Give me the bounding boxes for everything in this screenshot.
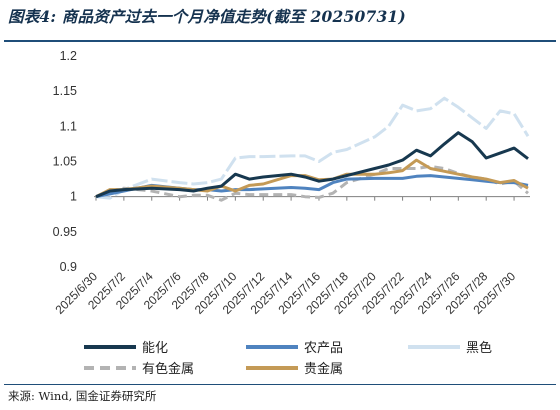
series-lines xyxy=(95,96,530,202)
legend-label: 贵金属 xyxy=(304,361,343,377)
legend-label: 农产品 xyxy=(304,341,343,356)
legend-label: 能化 xyxy=(142,341,168,356)
series-line-0 xyxy=(95,131,529,199)
y-tick-label: 1.05 xyxy=(53,155,77,169)
legend-label: 有色金属 xyxy=(142,361,194,377)
title-rule xyxy=(4,40,556,42)
source-note: 来源: Wind, 国金证券研究所 xyxy=(8,389,157,403)
footer-rule xyxy=(4,384,556,385)
y-tick-label: 0.9 xyxy=(60,260,77,274)
y-tick-label: 1.1 xyxy=(60,119,77,133)
y-tick-label: 1 xyxy=(70,190,77,204)
y-tick-label: 1.15 xyxy=(53,84,77,98)
series-line-3 xyxy=(95,164,529,202)
chart-title: 图表4: 商品资产过去一个月净值走势(截至 20250731) xyxy=(8,7,406,26)
y-tick-label: 1.2 xyxy=(60,49,77,63)
y-axis: 0.9 0.95 1 1.05 1.1 1.15 1.2 xyxy=(53,49,77,274)
y-tick-label: 0.95 xyxy=(53,225,77,239)
legend-label: 黑色 xyxy=(466,340,492,356)
x-axis: 2025/6/302025/7/22025/7/42025/7/62025/7/… xyxy=(52,196,530,317)
series-line-2 xyxy=(95,96,530,200)
